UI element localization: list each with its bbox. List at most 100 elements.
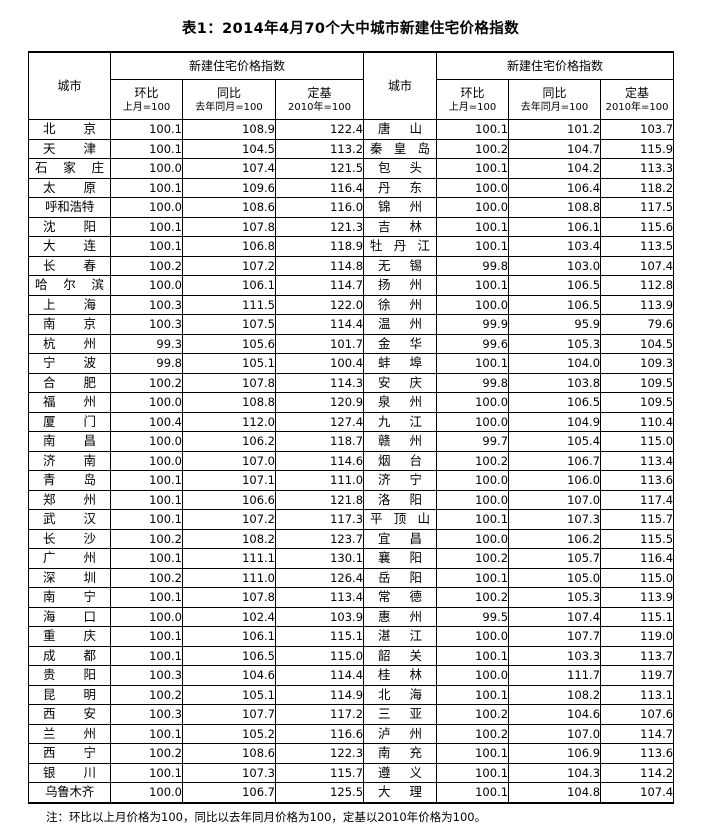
value-yoy: 106.1 — [182, 275, 276, 296]
city-name-cell: 青岛 — [28, 470, 111, 491]
table-row: 上海 100.3 111.5 122.0 徐州 100.0 106.5 113.9 — [28, 294, 675, 316]
value-base: 114.4 — [274, 665, 365, 686]
value-base: 118.2 — [600, 177, 675, 199]
city-label: 济宁 — [378, 472, 423, 488]
city-name-cell: 济南 — [28, 450, 111, 472]
city-label: 无锡 — [378, 257, 423, 273]
value-base: 114.2 — [600, 762, 675, 784]
value-yoy: 105.0 — [508, 567, 602, 589]
city-label: 南充 — [378, 745, 423, 761]
city-label: 兰州 — [43, 725, 96, 741]
yoy-label: 同比 — [216, 86, 241, 101]
city-name-cell: 贵阳 — [28, 665, 111, 686]
city-name-cell: 济宁 — [363, 470, 438, 491]
city-name-cell: 徐州 — [363, 294, 438, 316]
city-name-cell: 福州 — [28, 392, 111, 413]
city-name-cell: 大理 — [363, 782, 438, 804]
table-row: 石家庄 100.0 107.4 121.5 包头 100.1 104.2 113.3 — [28, 158, 675, 179]
value-mom: 100.0 — [110, 606, 183, 628]
value-base: 114.9 — [274, 684, 365, 706]
city-name-cell: 长春 — [28, 255, 111, 277]
column-header-base-right: 定基 2010年=100 — [600, 79, 675, 121]
city-label: 北海 — [378, 686, 423, 702]
city-name-cell: 包头 — [363, 158, 438, 179]
value-base: 122.4 — [274, 119, 365, 140]
city-name-cell: 九江 — [363, 411, 438, 433]
city-name-cell: 牡丹江 — [363, 236, 438, 257]
value-base: 110.4 — [600, 411, 675, 433]
table-footnote: 注：环比以上月价格为100，同比以去年同月价格为100，定基以2010年价格为1… — [46, 809, 487, 824]
value-yoy: 104.8 — [508, 782, 602, 804]
value-yoy: 105.3 — [508, 587, 602, 608]
value-base: 127.4 — [274, 411, 365, 433]
value-yoy: 107.8 — [182, 587, 276, 608]
city-label: 徐州 — [378, 296, 423, 312]
value-yoy: 107.0 — [508, 723, 602, 745]
yoy-note: 去年同月=100 — [195, 102, 263, 114]
value-mom: 100.0 — [110, 450, 183, 472]
value-mom: 100.1 — [110, 548, 183, 569]
table-row: 长沙 100.2 108.2 123.7 宜昌 100.0 106.2 115.5 — [28, 528, 675, 550]
city-name-cell: 唐山 — [363, 119, 438, 140]
value-yoy: 101.2 — [508, 119, 602, 140]
value-base: 119.7 — [600, 665, 675, 686]
city-label: 昆明 — [43, 686, 96, 702]
value-mom: 100.1 — [436, 216, 510, 238]
city-label: 洛阳 — [378, 491, 423, 507]
city-label: 天津 — [43, 140, 96, 156]
base-note: 2010年=100 — [288, 102, 351, 114]
city-label: 丹东 — [378, 179, 423, 195]
value-yoy: 104.0 — [508, 353, 602, 374]
table-row: 武汉 100.1 107.2 117.3 平顶山 100.1 107.3 115.7 — [28, 509, 675, 530]
value-base: 115.0 — [274, 645, 365, 667]
table-row: 南京 100.3 107.5 114.4 温州 99.9 95.9 79.6 — [28, 314, 675, 335]
table-row: 合肥 100.2 107.8 114.3 安庆 99.8 103.8 109.5 — [28, 372, 675, 394]
value-yoy: 106.8 — [182, 236, 276, 257]
city-name-cell: 沈阳 — [28, 216, 111, 238]
city-name-cell: 泸州 — [363, 723, 438, 745]
table-row: 杭州 99.3 105.6 101.7 金华 99.6 105.3 104.5 — [28, 333, 675, 355]
value-yoy: 105.4 — [508, 431, 602, 452]
yoy-note: 去年同月=100 — [520, 102, 589, 114]
value-base: 100.4 — [274, 353, 365, 374]
value-mom: 99.8 — [110, 353, 183, 374]
city-name-cell: 湛江 — [363, 626, 438, 647]
value-yoy: 104.9 — [508, 411, 602, 433]
city-name-cell: 宁波 — [28, 353, 111, 374]
city-name-cell: 深圳 — [28, 567, 111, 589]
value-mom: 100.1 — [110, 509, 183, 530]
city-label: 合肥 — [43, 374, 96, 390]
value-base: 115.0 — [600, 431, 675, 452]
city-name-cell: 赣州 — [363, 431, 438, 452]
value-mom: 100.0 — [110, 275, 183, 296]
city-label: 成都 — [43, 647, 96, 663]
value-base: 79.6 — [600, 314, 675, 335]
value-yoy: 106.5 — [508, 275, 602, 296]
city-label: 唐山 — [378, 121, 423, 137]
city-name-cell: 厦门 — [28, 411, 111, 433]
city-label: 赣州 — [378, 433, 423, 449]
city-name-cell: 金华 — [363, 333, 438, 355]
value-mom: 100.3 — [110, 314, 183, 335]
value-base: 121.8 — [274, 489, 365, 511]
value-mom: 100.1 — [436, 684, 510, 706]
value-yoy: 106.5 — [182, 645, 276, 667]
value-yoy: 106.1 — [508, 216, 602, 238]
value-mom: 100.2 — [436, 450, 510, 472]
value-yoy: 105.7 — [508, 548, 602, 569]
value-yoy: 105.1 — [182, 684, 276, 706]
value-mom: 99.5 — [436, 606, 510, 628]
table-header: 城市 新建住宅价格指数 城市 新建住宅价格指数 环比 上月=100 同比 去年同… — [28, 51, 675, 121]
table-row: 西宁 100.2 108.6 122.3 南充 100.1 106.9 113.6 — [28, 743, 675, 764]
city-name-cell: 韶关 — [363, 645, 438, 667]
city-label: 长沙 — [43, 530, 96, 546]
value-base: 109.3 — [600, 353, 675, 374]
value-yoy: 108.6 — [182, 197, 276, 218]
city-name-cell: 南昌 — [28, 431, 111, 452]
city-name-cell: 兰州 — [28, 723, 111, 745]
value-yoy: 104.5 — [182, 138, 276, 160]
city-name-cell: 成都 — [28, 645, 111, 667]
value-base: 116.6 — [274, 723, 365, 745]
value-yoy: 109.6 — [182, 177, 276, 199]
value-base: 115.6 — [600, 216, 675, 238]
